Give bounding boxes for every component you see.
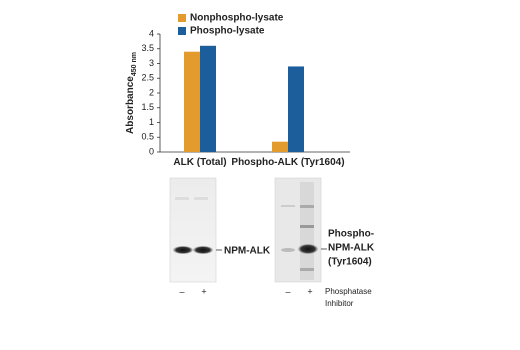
y-tick-label: 0.5 xyxy=(141,132,154,142)
blot-membrane xyxy=(274,177,322,283)
bar xyxy=(288,66,304,152)
blot-1: NPM-ALK – + xyxy=(169,177,271,296)
faint-band xyxy=(300,268,314,271)
faint-band xyxy=(281,205,295,207)
band xyxy=(193,246,213,254)
lane-label: – xyxy=(285,286,290,296)
y-tick-label: 2 xyxy=(149,87,154,97)
y-tick-label: 0 xyxy=(149,146,154,156)
band xyxy=(281,248,295,252)
y-tick-label: 3.5 xyxy=(141,43,154,53)
y-tick-label: 2.5 xyxy=(141,73,154,83)
lane-smear xyxy=(300,182,314,280)
legend-swatch xyxy=(178,27,186,35)
y-tick-label: 1.5 xyxy=(141,102,154,112)
y-tick-label: 3 xyxy=(149,58,154,68)
y-tick-label: 1 xyxy=(149,117,154,127)
lane-label: + xyxy=(201,286,206,296)
y-tick-label: 4 xyxy=(149,28,154,38)
blot-label: Phospho- xyxy=(328,229,374,240)
y-axis-label: Absorbance450 nm xyxy=(125,52,138,134)
faint-band xyxy=(175,197,189,200)
note: Phosphatase xyxy=(325,287,372,296)
blot-label: NPM-ALK xyxy=(224,246,271,257)
y-label-text: Absorbance xyxy=(125,76,136,134)
bar xyxy=(184,51,200,153)
note: Inhibitor xyxy=(325,299,354,308)
faint-band xyxy=(300,225,314,228)
faint-band xyxy=(194,197,208,200)
band xyxy=(173,246,193,254)
legend-label: Phospho-lysate xyxy=(190,26,265,37)
blot-label: NPM-ALK xyxy=(328,243,375,254)
faint-band xyxy=(300,205,314,208)
blot-membrane xyxy=(169,177,217,283)
bar xyxy=(272,141,288,152)
x-tick-label: ALK (Total) xyxy=(173,157,226,168)
legend-label: Nonphospho-lysate xyxy=(190,13,284,24)
blot-label: (Tyr1604) xyxy=(328,257,372,268)
y-label-unit: 450 nm xyxy=(131,52,138,76)
legend-swatch xyxy=(178,14,186,22)
lane-label: + xyxy=(307,286,312,296)
bar xyxy=(200,45,216,152)
band xyxy=(298,244,318,254)
x-tick-label: Phospho-ALK (Tyr1604) xyxy=(231,157,344,168)
blot-2: Phospho- NPM-ALK (Tyr1604) – + Phosphata… xyxy=(274,177,375,308)
lane-label: – xyxy=(179,286,184,296)
